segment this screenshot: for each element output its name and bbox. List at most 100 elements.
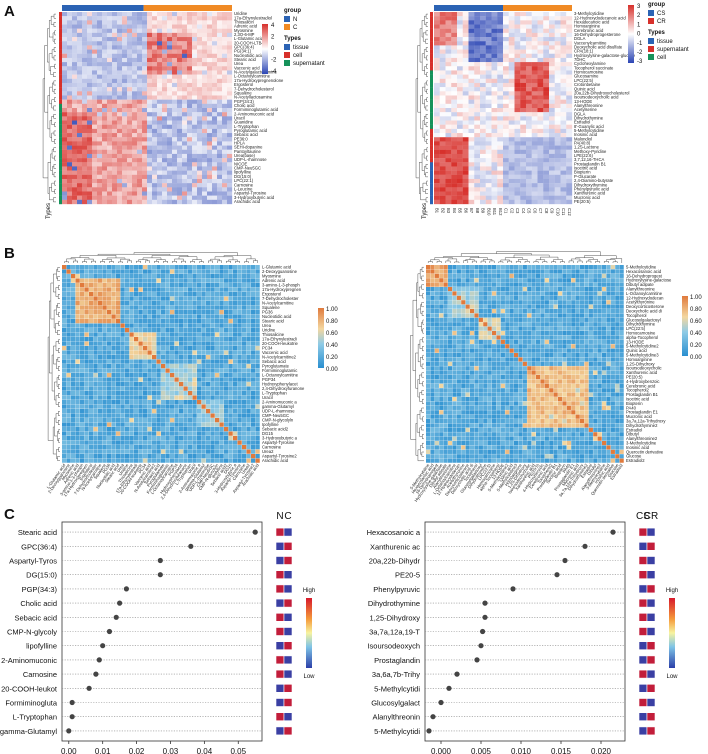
correlation-cell bbox=[206, 391, 211, 396]
correlation-cell bbox=[210, 440, 215, 445]
heatmap-cell bbox=[439, 37, 446, 42]
correlation-cell bbox=[62, 278, 67, 283]
heatmap-cell bbox=[82, 32, 88, 38]
heatmap-cell bbox=[72, 128, 78, 134]
heatmap-cell bbox=[137, 128, 143, 134]
correlation-cell bbox=[165, 355, 170, 360]
correlation-cell bbox=[215, 310, 220, 315]
correlation-cell bbox=[89, 373, 94, 378]
heatmap-cell bbox=[439, 133, 446, 138]
heatmap-cell bbox=[566, 78, 573, 84]
heatmap-cell bbox=[157, 16, 163, 21]
column-label: B3 bbox=[446, 208, 451, 214]
dendrogram-branch bbox=[42, 78, 48, 179]
correlation-cell bbox=[89, 364, 94, 369]
correlation-cell bbox=[237, 319, 242, 324]
correlation-cell bbox=[170, 445, 175, 450]
correlation-cell bbox=[89, 377, 94, 382]
correlation-cell bbox=[242, 400, 247, 405]
correlation-cell bbox=[246, 278, 251, 283]
correlation-cell bbox=[201, 332, 206, 337]
heatmap-cell bbox=[67, 62, 73, 67]
heatmap-cell bbox=[439, 187, 446, 192]
dendrogram-branch bbox=[49, 187, 54, 201]
correlation-cell bbox=[71, 301, 76, 306]
correlation-cell bbox=[197, 440, 202, 445]
correlation-cell bbox=[102, 274, 107, 279]
heatmap-cell bbox=[172, 199, 178, 205]
heatmap-cell bbox=[72, 162, 78, 167]
heatmap-cell bbox=[102, 166, 108, 171]
heatmap-cell bbox=[227, 187, 233, 192]
correlation-cell bbox=[188, 422, 193, 427]
heatmap-cell bbox=[491, 91, 498, 96]
heatmap-cell bbox=[503, 108, 509, 113]
heatmap-cell bbox=[87, 91, 93, 96]
heatmap-cell bbox=[117, 141, 123, 146]
heatmap-cell bbox=[92, 45, 98, 50]
correlation-cell bbox=[246, 395, 251, 400]
correlation-cell bbox=[89, 427, 94, 432]
heatmap-cell bbox=[92, 174, 98, 180]
heatmap-cell bbox=[92, 183, 98, 188]
correlation-cell bbox=[75, 422, 80, 427]
dendrogram-branch bbox=[425, 189, 428, 194]
row-label: PG(34:1) bbox=[234, 49, 252, 54]
correlation-cell bbox=[62, 445, 67, 450]
heatmap-cell bbox=[474, 187, 481, 192]
heatmap-cell bbox=[445, 74, 452, 79]
correlation-cell bbox=[111, 274, 116, 279]
correlation-cell bbox=[98, 265, 103, 270]
heatmap-cell bbox=[102, 195, 108, 200]
correlation-cell bbox=[134, 391, 139, 396]
heatmap-cell bbox=[162, 108, 168, 113]
correlation-cell bbox=[224, 436, 229, 441]
heatmap-cell bbox=[137, 149, 143, 155]
column-label: B10 bbox=[486, 208, 491, 216]
correlation-cell bbox=[89, 337, 94, 342]
correlation-cell bbox=[156, 368, 161, 373]
correlation-cell bbox=[228, 445, 233, 450]
correlation-cell bbox=[161, 269, 166, 274]
heatmap-cell bbox=[102, 174, 108, 180]
heatmap-cell bbox=[182, 12, 188, 17]
heatmap-cell bbox=[117, 99, 123, 104]
heatmap-cell bbox=[152, 91, 158, 96]
heatmap-cell bbox=[172, 158, 178, 163]
heatmap-cell bbox=[87, 141, 93, 146]
heatmap-cell bbox=[132, 78, 138, 84]
heatmap-cell bbox=[187, 28, 193, 34]
heatmap-cell bbox=[480, 158, 486, 163]
correlation-cell bbox=[237, 440, 242, 445]
heatmap-cell bbox=[202, 32, 208, 38]
heatmap-cell bbox=[162, 195, 168, 200]
correlation-cell bbox=[75, 332, 80, 337]
correlation-cell bbox=[156, 377, 161, 382]
correlation-cell bbox=[192, 364, 197, 369]
heatmap-cell bbox=[102, 66, 108, 71]
dendrogram-branch bbox=[425, 30, 428, 36]
type-cell bbox=[59, 103, 62, 109]
heatmap-cell bbox=[132, 99, 138, 104]
correlation-cell bbox=[215, 269, 220, 274]
heatmap-cell bbox=[137, 66, 143, 71]
correlation-cell bbox=[98, 364, 103, 369]
correlation-cell bbox=[251, 359, 256, 364]
heatmap-cell bbox=[526, 162, 532, 167]
heatmap-cell bbox=[566, 82, 573, 88]
row-label: PGP(34:3) bbox=[234, 99, 254, 104]
heatmap-cell bbox=[485, 149, 492, 155]
heatmap-cell bbox=[202, 95, 208, 100]
row-label: Thiosalicin bbox=[234, 19, 254, 24]
correlation-cell bbox=[188, 346, 193, 351]
heatmap-cell bbox=[172, 178, 178, 184]
correlation-cell bbox=[192, 278, 197, 283]
correlation-cell bbox=[75, 337, 80, 342]
correlation-cell bbox=[116, 278, 121, 283]
correlation-cell bbox=[129, 404, 134, 409]
correlation-cell bbox=[89, 265, 94, 270]
correlation-cell bbox=[71, 269, 76, 274]
correlation-cell bbox=[75, 368, 80, 373]
heatmap-cell bbox=[142, 91, 148, 96]
heatmap-cell bbox=[132, 108, 138, 113]
